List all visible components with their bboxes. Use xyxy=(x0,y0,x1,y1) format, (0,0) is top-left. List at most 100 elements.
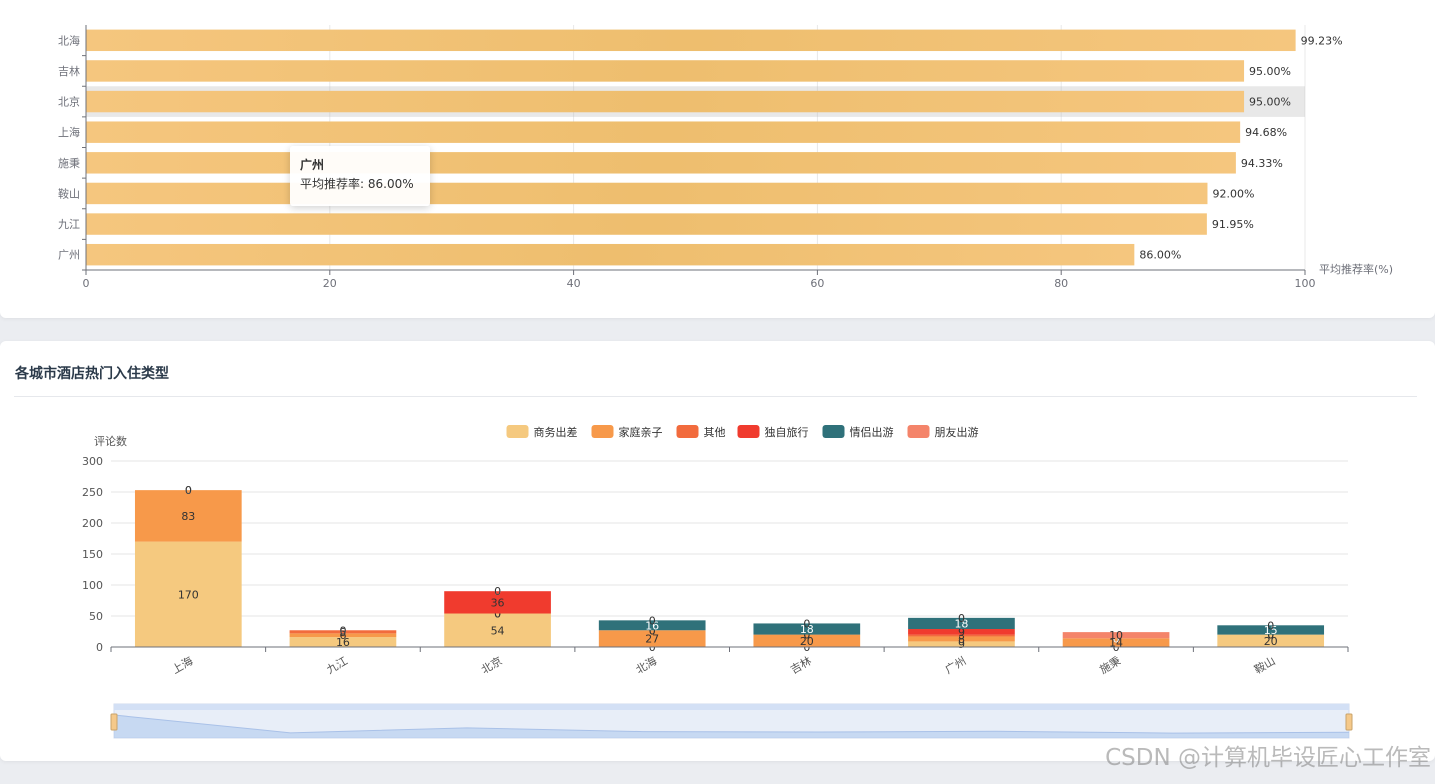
bar-value-label: 91.95% xyxy=(1212,218,1254,231)
y-tick-label: 250 xyxy=(82,486,103,499)
bar xyxy=(86,90,1245,113)
x-tick-label: 鞍山 xyxy=(1252,653,1278,676)
segment-value-label: 0 xyxy=(1267,629,1274,642)
stack-segment xyxy=(1062,632,1170,639)
segment-value-label: 0 xyxy=(803,629,810,642)
segment-value-label: 9 xyxy=(958,638,965,651)
x-tick-label: 吉林 xyxy=(788,653,814,676)
y-tick-label: 吉林 xyxy=(58,64,80,78)
segment-value-label: 0 xyxy=(339,624,346,637)
x-axis-title: 平均推荐率(%) xyxy=(1319,262,1393,276)
segment-value-label: 0 xyxy=(185,484,192,497)
stack-segment xyxy=(444,591,551,614)
x-tick-label: 北海 xyxy=(633,653,659,676)
zoom-handle-right[interactable] xyxy=(1345,713,1353,731)
segment-value-label: 0 xyxy=(1267,619,1274,632)
y-tick-label: 九江 xyxy=(58,218,80,231)
stack-segment xyxy=(1062,638,1170,647)
x-tick-label: 九江 xyxy=(324,654,350,676)
bar-value-label: 95.00% xyxy=(1249,96,1291,109)
legend-label: 朋友出游 xyxy=(935,425,979,439)
stack-segment xyxy=(908,617,1015,630)
legend-label: 其他 xyxy=(704,426,726,439)
bar-value-label: 94.33% xyxy=(1241,157,1283,170)
segment-value-label: 20 xyxy=(1264,635,1278,648)
tooltip-value: 平均推荐率: 86.00% xyxy=(300,177,414,191)
zoom-preview-line xyxy=(113,714,1350,734)
y-tick-label: 北海 xyxy=(58,33,80,47)
segment-value-label: 16 xyxy=(645,619,659,632)
legend-item: 其他 xyxy=(676,425,726,439)
zoom-top-bar xyxy=(114,704,1349,710)
segment-value-label: 0 xyxy=(649,614,656,627)
legend-label: 独自旅行 xyxy=(765,425,809,439)
segment-value-label: 16 xyxy=(336,636,350,649)
x-tick-label: 广州 xyxy=(943,654,969,676)
bar xyxy=(86,213,1207,235)
segment-value-label: 0 xyxy=(339,624,346,637)
y-tick-label: 0 xyxy=(96,641,103,654)
bar xyxy=(86,121,1241,143)
segment-value-label: 10 xyxy=(1109,629,1123,642)
legend-item: 独自旅行 xyxy=(737,425,809,439)
segment-value-label: 170 xyxy=(178,588,199,601)
segment-value-label: 18 xyxy=(800,623,814,636)
segment-value-label: 36 xyxy=(491,596,505,609)
segment-value-label: 18 xyxy=(954,617,968,630)
segment-value-label: 0 xyxy=(649,624,656,637)
stack-segment xyxy=(908,634,1015,637)
segment-value-label: 0 xyxy=(958,612,965,625)
segment-value-label: 0 xyxy=(185,484,192,497)
segment-value-label: 0 xyxy=(494,608,501,621)
segment-value-label: 9 xyxy=(958,626,965,639)
segment-value-label: 6 xyxy=(339,629,346,642)
segment-value-label: 15 xyxy=(1264,624,1278,637)
stack-segment xyxy=(908,629,1015,635)
segment-value-label: 0 xyxy=(1113,632,1120,645)
legend-swatch xyxy=(506,425,529,438)
segment-value-label: 83 xyxy=(181,510,195,523)
segment-value-label: 0 xyxy=(494,608,501,621)
x-tick-label: 80 xyxy=(1054,277,1068,290)
stack-segment xyxy=(134,541,242,647)
y-tick-label: 50 xyxy=(89,610,103,623)
segment-value-label: 0 xyxy=(803,629,810,642)
legend-label: 家庭亲子 xyxy=(619,425,663,439)
x-tick-label: 北京 xyxy=(479,653,505,676)
stay-type-card: 各城市酒店热门入住类型 商务出差 家庭亲子 其他 独自旅行 情侣出游 朋友出游 评论数 0 50… xyxy=(0,341,1435,761)
segment-value-label: 0 xyxy=(1267,629,1274,642)
segment-value-label: 0 xyxy=(185,484,192,497)
card-divider xyxy=(14,396,1417,397)
bar xyxy=(86,182,1208,205)
segment-value-label: 27 xyxy=(645,633,659,646)
segment-value-label: 20 xyxy=(800,635,814,648)
legend-item: 家庭亲子 xyxy=(591,425,663,439)
card-title: 各城市酒店热门入住类型 xyxy=(15,366,169,382)
y-tick-label: 上海 xyxy=(58,125,80,139)
stack-segment xyxy=(598,630,706,647)
x-tick-label: 40 xyxy=(567,277,581,290)
bar-value-label: 86.00% xyxy=(1139,249,1181,262)
stay-type-chart: 商务出差 家庭亲子 其他 独自旅行 情侣出游 朋友出游评论数050100150200250… xyxy=(82,425,1353,739)
tooltip-title: 广州 xyxy=(300,158,325,172)
stack-segment xyxy=(444,613,551,647)
legend-swatch xyxy=(676,425,699,438)
segment-value-label: 0 xyxy=(649,624,656,637)
legend-label: 情侣出游 xyxy=(850,425,894,439)
zoom-handle-left[interactable] xyxy=(110,713,118,731)
recommend-rate-card: 0 20 40 60 80 100 86.00% 广州 91.95% 九江 92.00% 鞍山 94.3… xyxy=(0,0,1435,318)
watermark: CSDN @计算机毕设匠心工作室 xyxy=(1105,745,1431,771)
legend-swatch xyxy=(737,425,760,438)
chart-tooltip: 广州 平均推荐率: 86.00% xyxy=(290,146,430,206)
bar-value-label: 99.23% xyxy=(1301,34,1343,47)
y-tick-label: 北京 xyxy=(58,95,80,109)
stack-segment xyxy=(753,623,861,635)
bar xyxy=(86,29,1296,52)
segment-value-label: 14 xyxy=(1109,637,1123,650)
segment-value-label: 0 xyxy=(494,585,501,598)
legend-swatch xyxy=(822,425,845,438)
segment-value-label: 0 xyxy=(1113,632,1120,645)
bar xyxy=(86,243,1135,266)
segment-value-label: 0 xyxy=(803,617,810,630)
x-tick-label: 100 xyxy=(1295,277,1316,290)
